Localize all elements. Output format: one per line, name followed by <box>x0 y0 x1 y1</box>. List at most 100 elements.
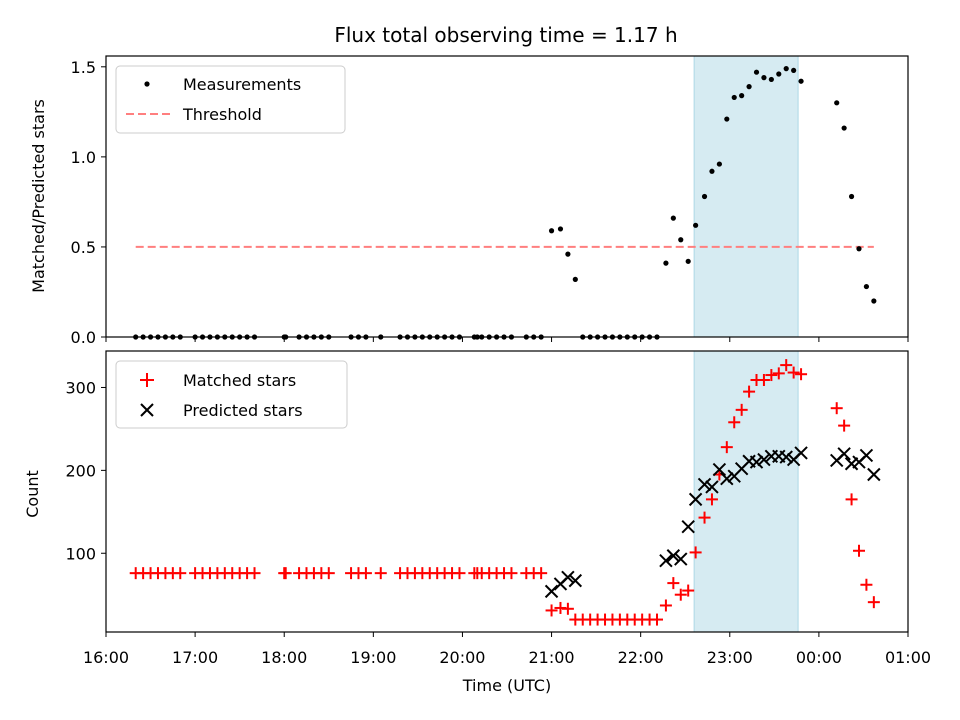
bottom-ytick-label: 300 <box>65 378 96 397</box>
measurement-point <box>731 94 737 101</box>
top-ytick-label: 0.5 <box>71 238 96 257</box>
matched-point <box>765 369 778 382</box>
matched-point <box>845 493 858 506</box>
matched-point <box>682 584 695 597</box>
measurement-point <box>557 226 564 232</box>
xtick-label: 00:00 <box>796 648 842 667</box>
matched-point <box>689 546 702 559</box>
predicted-point <box>794 446 808 460</box>
matched-point <box>667 577 680 590</box>
measurement-point <box>871 298 877 304</box>
bottom-ytick-label: 200 <box>65 461 96 480</box>
predicted-point <box>779 450 793 464</box>
matched-point <box>174 567 187 580</box>
matched-point <box>279 567 292 580</box>
measurement-point <box>739 93 745 99</box>
chart-title: Flux total observing time = 1.17 h <box>334 23 677 47</box>
measurement-point <box>565 251 571 257</box>
predicted-point <box>659 554 673 568</box>
bottom-plot-frame <box>105 350 909 633</box>
bottom-panel: 100 200 300 16:00 17:00 18:00 19:00 20:00 21:00… <box>23 350 931 695</box>
measurement-point <box>685 258 691 264</box>
matched-point <box>838 419 851 432</box>
bottom-legend: Matched stars Predicted stars <box>115 360 348 429</box>
measurement-point <box>670 215 676 221</box>
matched-point <box>757 374 770 387</box>
matched-point <box>860 578 873 591</box>
predicted-point <box>712 462 727 477</box>
top-ytick-label: 1.0 <box>71 148 96 167</box>
measurement-point <box>776 71 782 77</box>
xtick-label: 17:00 <box>172 648 218 667</box>
legend-threshold-label: Threshold <box>182 105 262 124</box>
measurement-point <box>834 100 840 106</box>
measurement-point <box>798 78 804 84</box>
predicted-point <box>837 447 851 461</box>
matched-point <box>322 567 335 580</box>
top-plot-frame <box>105 55 909 338</box>
measurement-point <box>753 69 760 75</box>
measurement-point <box>572 276 578 282</box>
predicted-point <box>749 455 764 469</box>
predicted-point <box>867 467 881 482</box>
matched-point <box>505 567 518 580</box>
matched-point <box>772 367 785 380</box>
measurement-point <box>761 75 767 81</box>
legend-measurements-label: Measurements <box>183 75 301 94</box>
matched-point <box>787 366 800 379</box>
matched-point <box>852 544 865 557</box>
measurement-point <box>709 168 715 174</box>
predicted-point <box>544 584 559 599</box>
measurement-point <box>768 76 774 83</box>
x-axis-label: Time (UTC) <box>462 676 551 695</box>
matched-point <box>248 567 261 580</box>
matched-point <box>867 596 880 609</box>
matched-point <box>795 368 808 381</box>
matched-point <box>659 599 672 612</box>
measurement-point <box>724 116 730 122</box>
predicted-point <box>720 471 734 486</box>
xtick-label: 18:00 <box>261 648 307 667</box>
xtick-label: 16:00 <box>83 648 129 667</box>
measurement-point <box>783 66 789 72</box>
predicted-point <box>666 549 681 563</box>
measurement-point <box>848 193 855 200</box>
legend-matched-marker <box>140 373 154 387</box>
matched-point <box>359 567 372 580</box>
xtick-label: 19:00 <box>350 648 396 667</box>
xtick-label: 20:00 <box>439 648 485 667</box>
top-legend-box <box>115 65 346 134</box>
matched-point <box>453 567 466 580</box>
predicted-point <box>674 552 688 566</box>
measurement-point <box>663 260 669 266</box>
xtick-label: 23:00 <box>707 648 753 667</box>
matched-point <box>651 613 664 626</box>
measurement-point <box>678 237 684 243</box>
matched-point <box>535 567 548 580</box>
matched-point <box>674 588 687 601</box>
measurement-point <box>746 84 752 90</box>
measurement-point <box>791 67 797 74</box>
measurement-point <box>693 222 699 228</box>
legend-predicted-label: Predicted stars <box>183 401 303 420</box>
top-ytick-label: 0.0 <box>71 328 96 347</box>
predicted-point <box>688 492 703 507</box>
legend-matched-label: Matched stars <box>183 371 296 390</box>
highlight-span <box>693 55 799 338</box>
matched-point <box>780 359 793 372</box>
predicted-point <box>705 480 719 494</box>
legend-predicted-marker <box>140 403 154 417</box>
measurement-point <box>863 283 870 290</box>
predicted-point <box>757 452 771 467</box>
top-legend: Measurements Threshold <box>115 65 346 134</box>
predicted-point <box>697 477 712 492</box>
measurement-point <box>701 193 708 200</box>
predicted-point <box>568 573 583 588</box>
matched-point <box>728 416 741 429</box>
matched-point <box>743 385 756 398</box>
legend-measurements-marker <box>144 81 150 87</box>
top-panel: 0.0 0.5 1.0 1.5 Matched/Predicted stars Mea… <box>29 55 909 347</box>
matched-point <box>561 602 574 615</box>
xtick-label: 01:00 <box>885 648 931 667</box>
bottom-ytick-label: 100 <box>65 544 96 563</box>
